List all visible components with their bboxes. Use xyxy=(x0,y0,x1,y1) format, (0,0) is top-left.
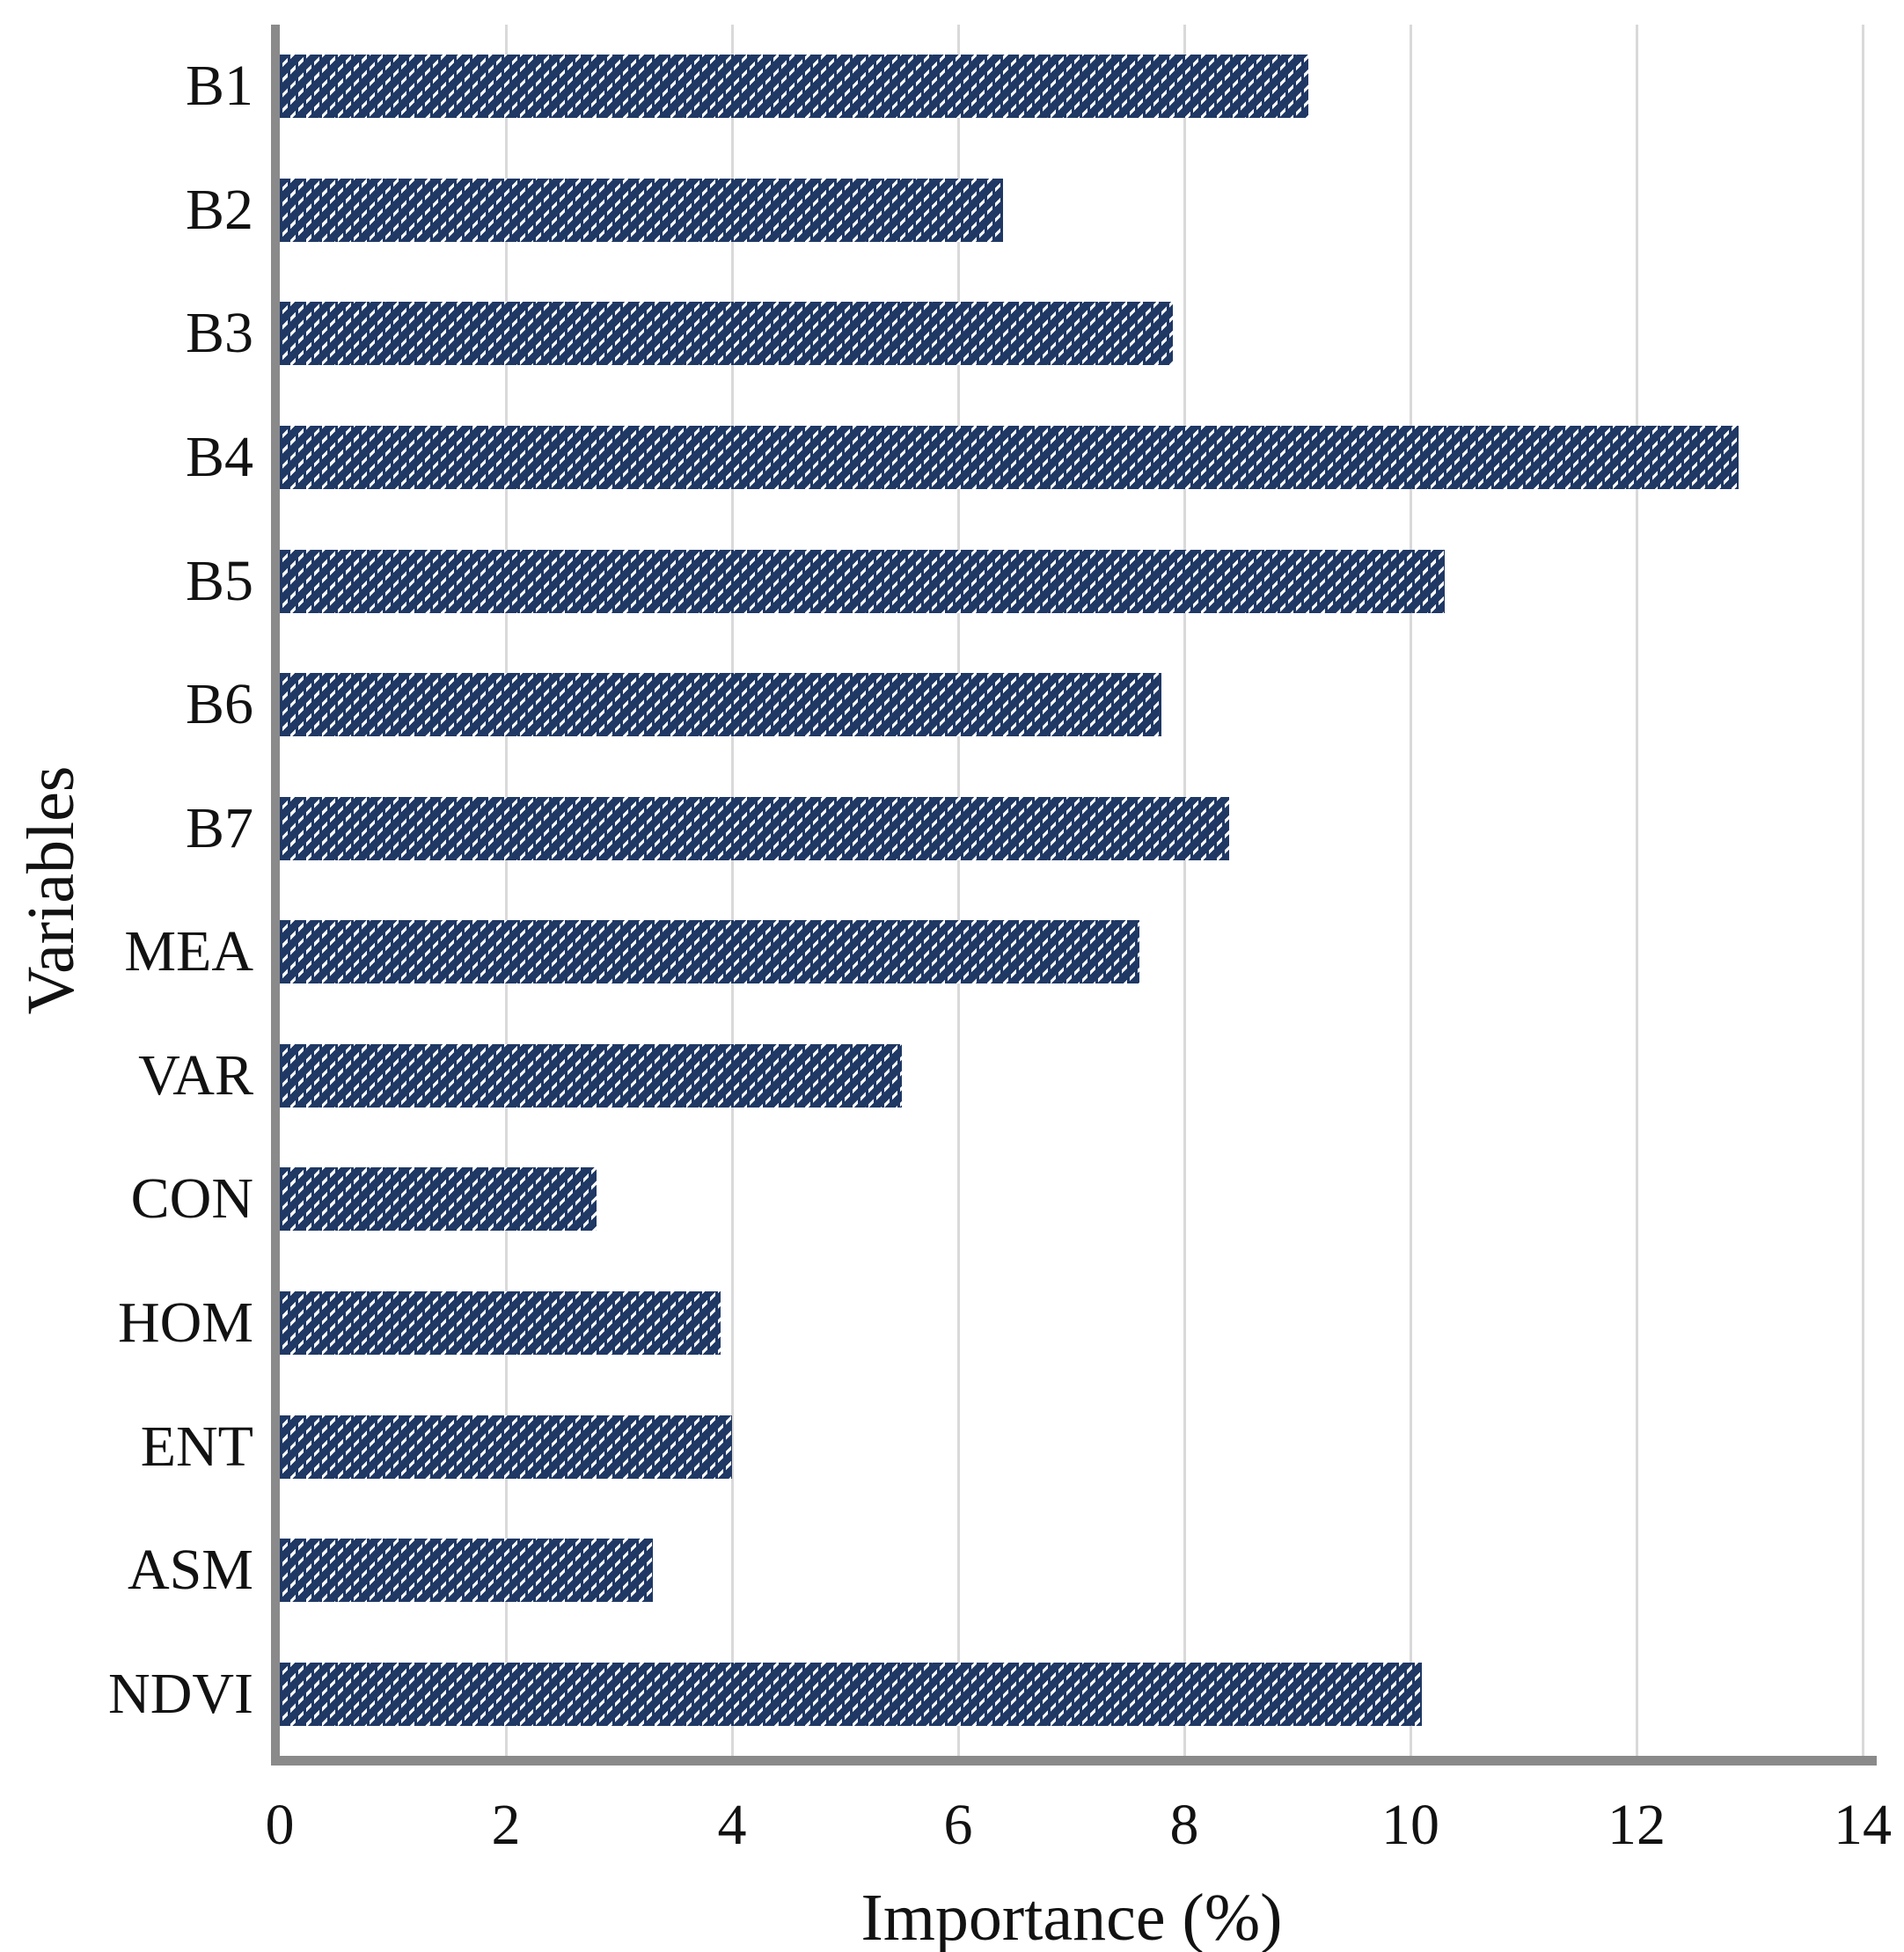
x-tick-8: 8 xyxy=(1169,1793,1199,1857)
x-tick-14: 14 xyxy=(1834,1793,1892,1857)
x-axis-title: Importance (%) xyxy=(860,1881,1283,1952)
x-tick-10: 10 xyxy=(1381,1793,1439,1857)
bar-mea xyxy=(280,920,1139,984)
category-label-b4: B4 xyxy=(185,425,253,489)
bar-var xyxy=(280,1043,902,1108)
category-label-con: CON xyxy=(130,1166,253,1232)
bar-b2 xyxy=(280,178,1004,242)
gridline-2 xyxy=(504,25,508,1756)
gridline-6 xyxy=(956,25,960,1756)
bar-b5 xyxy=(280,549,1445,613)
bar-b3 xyxy=(280,302,1174,366)
category-label-b1: B1 xyxy=(185,54,253,119)
x-tick-0: 0 xyxy=(265,1793,295,1857)
gridline-14 xyxy=(1861,25,1864,1756)
x-tick-4: 4 xyxy=(717,1793,747,1857)
bar-con xyxy=(280,1167,597,1232)
category-label-hom: HOM xyxy=(117,1290,253,1355)
bar-b7 xyxy=(280,796,1230,860)
y-axis-line xyxy=(271,25,280,1766)
gridline-10 xyxy=(1409,25,1412,1756)
category-label-b7: B7 xyxy=(185,795,253,860)
bar-b4 xyxy=(280,426,1739,489)
category-label-b2: B2 xyxy=(185,177,253,242)
category-label-asm: ASM xyxy=(127,1538,253,1603)
gridline-12 xyxy=(1635,25,1638,1756)
x-tick-12: 12 xyxy=(1607,1793,1666,1857)
category-label-mea: MEA xyxy=(124,919,253,984)
category-label-var: VAR xyxy=(138,1042,253,1108)
bar-asm xyxy=(280,1539,654,1603)
x-tick-2: 2 xyxy=(491,1793,521,1857)
category-label-ent: ENT xyxy=(140,1414,253,1479)
bar-b6 xyxy=(280,673,1162,737)
category-label-ndvi: NDVI xyxy=(108,1661,253,1726)
bar-hom xyxy=(280,1291,721,1355)
x-tick-6: 6 xyxy=(943,1793,973,1857)
bar-ent xyxy=(280,1415,732,1479)
category-label-b6: B6 xyxy=(185,672,253,737)
category-label-b3: B3 xyxy=(185,301,253,366)
gridline-8 xyxy=(1183,25,1186,1756)
x-axis-line xyxy=(271,1756,1877,1766)
bar-ndvi xyxy=(280,1662,1422,1726)
y-axis-title: Variables xyxy=(14,765,88,1015)
gridline-4 xyxy=(730,25,734,1756)
bar-b1 xyxy=(280,55,1309,119)
category-label-b5: B5 xyxy=(185,548,253,613)
